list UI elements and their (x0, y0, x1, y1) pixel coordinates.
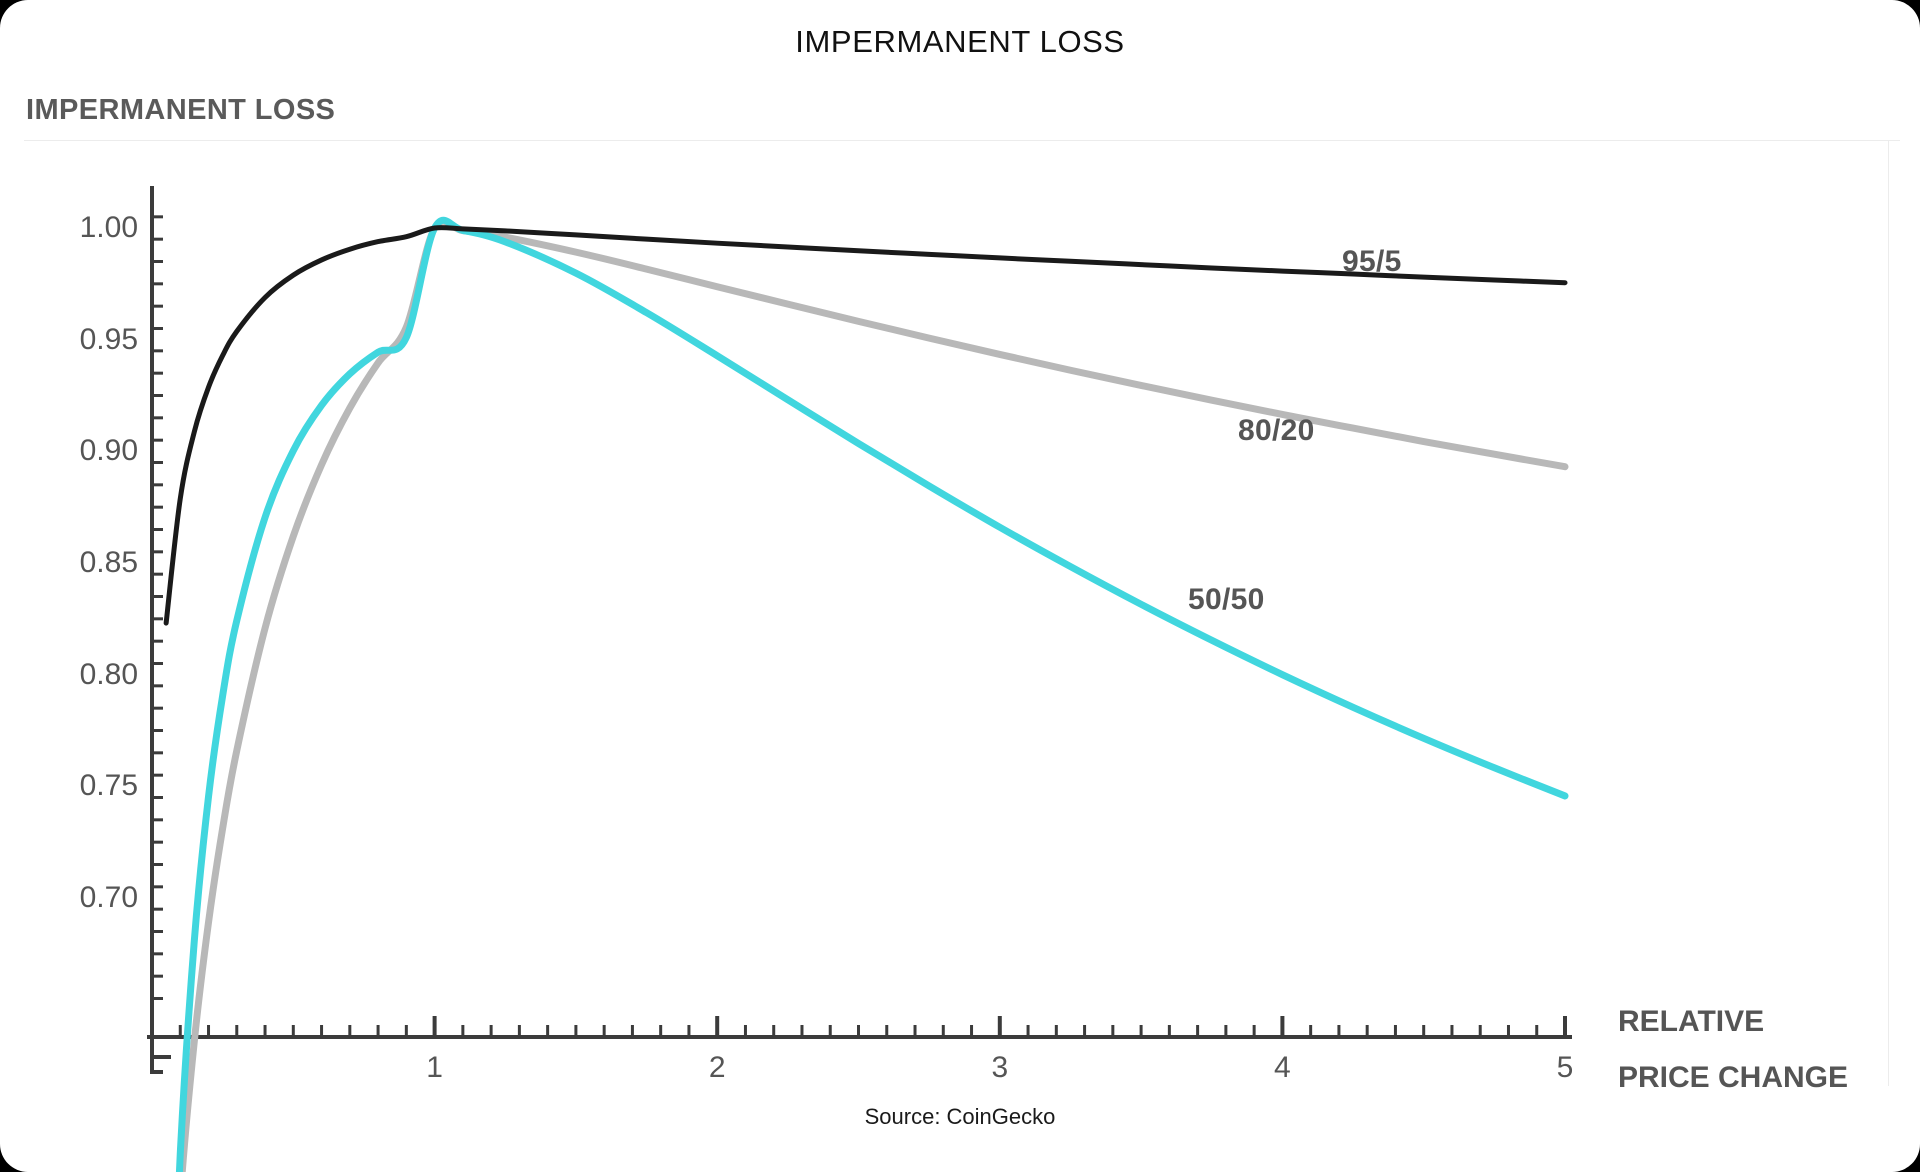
x-tick-label: 4 (1274, 1051, 1291, 1084)
y-axis-title: IMPERMANENT LOSS (26, 94, 336, 126)
y-tick-label: 0.85 (79, 546, 138, 579)
y-tick-label: 0.95 (79, 322, 138, 356)
curve-50-50 (175, 216, 1569, 1172)
x-axis-title-line2: PRICE CHANGE (1618, 1061, 1849, 1094)
y-tick-label: 1.00 (79, 211, 138, 244)
x-tick-label: 1 (426, 1051, 443, 1084)
curves-group (163, 216, 1569, 1172)
series-label-80-20: 80/20 (1238, 414, 1315, 447)
divider-right (1888, 140, 1889, 1086)
x-tick-label: 5 (1556, 1051, 1574, 1084)
series-label-50-50: 50/50 (1188, 583, 1265, 616)
axes-group (147, 186, 1572, 1074)
x-tick-label: 3 (991, 1051, 1009, 1084)
page-title: IMPERMANENT LOSS (795, 24, 1125, 59)
y-tick-label: 0.80 (79, 657, 138, 691)
curve-95-5 (163, 225, 1568, 626)
x-tick-label: 2 (708, 1051, 726, 1084)
y-tick-label: 0.75 (79, 769, 138, 803)
series-label-95-5: 95/5 (1342, 245, 1402, 278)
x-axis-title-line1: RELATIVE (1618, 1005, 1765, 1038)
curve-80-20 (178, 217, 1569, 1172)
divider-top (24, 140, 1900, 141)
y-tick-label: 0.90 (79, 434, 138, 468)
x-axis-title: RELATIVE PRICE CHANGE (1618, 994, 1848, 1106)
source-note: Source: CoinGecko (864, 1104, 1056, 1129)
y-tick-label: 0.70 (79, 881, 138, 914)
